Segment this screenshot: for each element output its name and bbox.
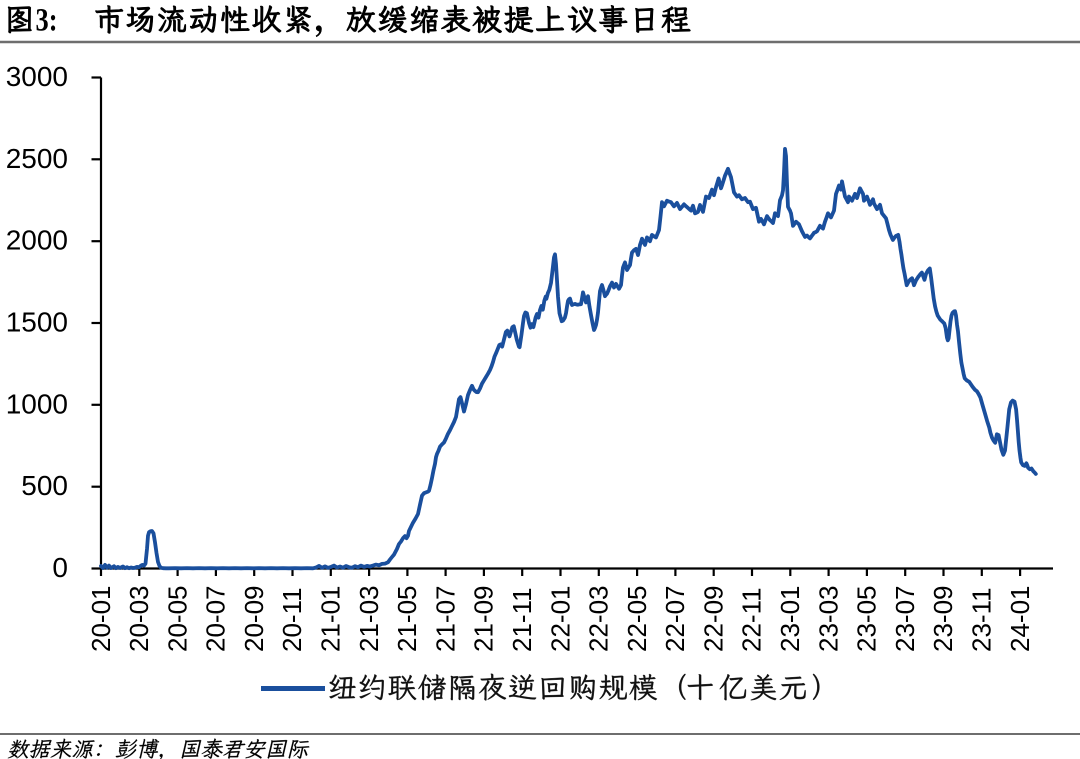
svg-text:23-09: 23-09 xyxy=(928,586,958,653)
svg-text:1000: 1000 xyxy=(6,388,68,419)
svg-text:2500: 2500 xyxy=(6,143,68,174)
svg-text:20-03: 20-03 xyxy=(124,586,154,653)
svg-text:3:: 3: xyxy=(36,2,58,38)
svg-text:1500: 1500 xyxy=(6,307,68,338)
svg-text:22-05: 22-05 xyxy=(622,586,652,653)
svg-text:20-01: 20-01 xyxy=(86,586,116,653)
svg-text:0: 0 xyxy=(52,552,68,583)
svg-text:21-01: 21-01 xyxy=(316,586,346,653)
svg-text:22-09: 22-09 xyxy=(699,586,729,653)
svg-text:21-09: 21-09 xyxy=(469,586,499,653)
svg-text:24-01: 24-01 xyxy=(1005,586,1035,653)
svg-text:21-05: 21-05 xyxy=(392,586,422,653)
svg-text:22-07: 22-07 xyxy=(660,586,690,653)
svg-text:23-05: 23-05 xyxy=(852,586,882,653)
svg-text:20-09: 20-09 xyxy=(239,586,269,653)
svg-text:23-07: 23-07 xyxy=(890,586,920,653)
svg-text:23-11: 23-11 xyxy=(967,587,997,652)
svg-text:2000: 2000 xyxy=(6,225,68,256)
svg-text:3000: 3000 xyxy=(6,61,68,92)
svg-text:23-01: 23-01 xyxy=(775,586,805,653)
svg-text:22-01: 22-01 xyxy=(545,586,575,653)
svg-text:20-07: 20-07 xyxy=(201,586,231,653)
svg-text:23-03: 23-03 xyxy=(813,586,843,653)
svg-text:21-03: 21-03 xyxy=(354,586,384,653)
svg-text:20-05: 20-05 xyxy=(162,586,192,653)
svg-text:21-11: 21-11 xyxy=(507,587,537,652)
svg-text:21-07: 21-07 xyxy=(430,586,460,653)
svg-text:20-11: 20-11 xyxy=(277,587,307,652)
svg-text:22-11: 22-11 xyxy=(737,587,767,652)
svg-text:500: 500 xyxy=(21,470,68,501)
svg-text:22-03: 22-03 xyxy=(584,586,614,653)
